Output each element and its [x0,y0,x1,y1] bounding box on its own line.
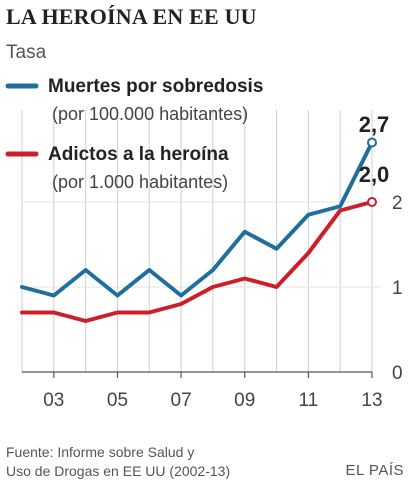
x-tick-label: 05 [107,390,128,411]
end-value-label-1: 2,0 [359,162,390,187]
brand-logo-text: EL PAÍS [345,462,404,479]
x-tick-label: 11 [298,390,318,411]
legend-unit-1: (por 1.000 habitantes) [52,172,228,192]
series-line-0 [20,140,374,298]
source-line-1: Fuente: Informe sobre Salud y [6,444,195,460]
legend: Muertes por sobredosis (por 100.000 habit… [5,76,263,192]
x-tick-label: 07 [171,390,192,411]
legend-label-0: Muertes por sobredosis [48,76,263,97]
x-tick-label: 13 [361,390,382,411]
end-labels: 2,7 2,0 [359,112,390,187]
line-chart: 03 05 07 09 11 13 0 1 2 Muertes por sobredosis (p… [5,76,403,411]
end-value-label-0: 2,7 [359,112,390,137]
source-line-2: Uso de Drogas en EE UU (2002-13) [6,463,231,479]
grid-lines [21,110,380,372]
legend-label-1: Adictos a la heroína [48,144,229,165]
axes: 03 05 07 09 11 13 0 1 2 [22,193,403,411]
series-line-1 [20,200,374,323]
series-lines [20,137,377,323]
source-note: Fuente: Informe sobre Salud y Uso de Dro… [6,443,230,481]
series-end-point-1 [367,197,377,207]
chart-subtitle: Tasa [6,42,47,63]
series-end-point-0 [367,137,377,148]
chart-title: LA HEROÍNA EN EE UU [6,4,257,29]
y-tick-label: 1 [392,278,403,299]
x-tick-label: 03 [43,390,64,411]
legend-unit-0: (por 100.000 habitantes) [52,104,248,124]
x-tick-label: 09 [234,390,255,411]
y-tick-label: 2 [392,193,403,214]
y-tick-label: 0 [392,363,403,384]
